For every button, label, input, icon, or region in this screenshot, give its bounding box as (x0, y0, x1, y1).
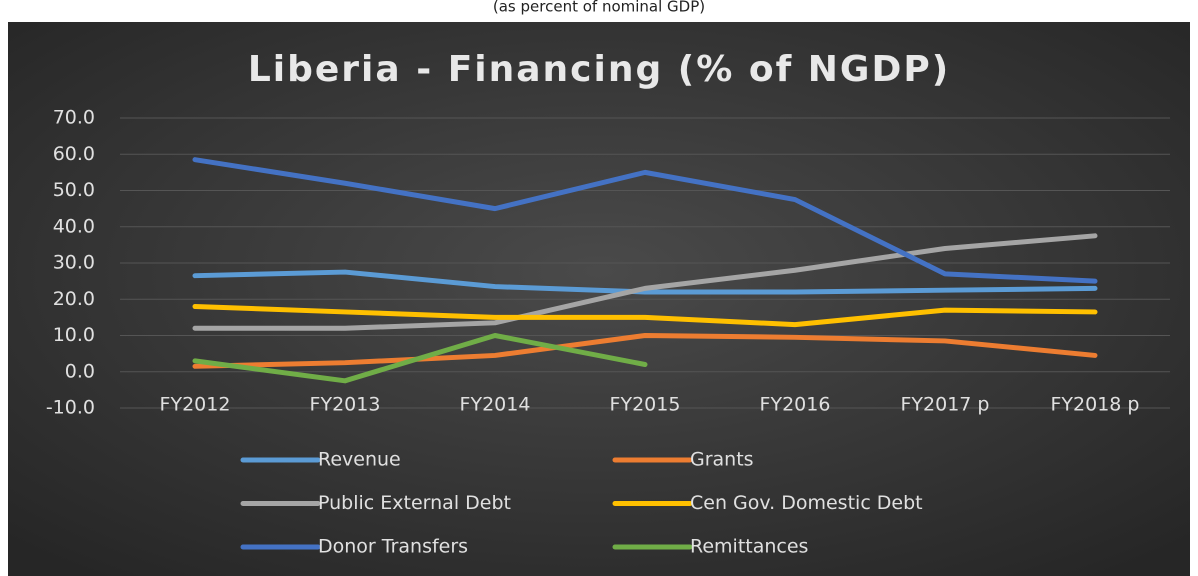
chart-subtitle: (as percent of nominal GDP) (493, 0, 705, 16)
y-tick-label: 20.0 (53, 288, 95, 310)
chart-title: Liberia - Financing (% of NGDP) (248, 49, 950, 90)
y-tick-label: 70.0 (53, 107, 95, 129)
x-tick-label: FY2018 p (1051, 394, 1140, 416)
series-line (192, 233, 1098, 331)
x-tick-label: FY2015 (610, 394, 681, 416)
y-tick-label: 60.0 (53, 143, 95, 165)
series-line (192, 333, 1098, 369)
series-line (192, 157, 1098, 284)
series-line (192, 304, 1098, 328)
y-tick-label: 40.0 (53, 215, 95, 237)
y-tick-label: 30.0 (53, 252, 95, 274)
legend-label: Donor Transfers (318, 536, 468, 558)
legend-label: Grants (690, 449, 754, 471)
series-line (192, 333, 648, 384)
x-tick-label: FY2013 (310, 394, 381, 416)
legend-label: Revenue (318, 449, 401, 471)
series-line (192, 269, 1098, 295)
x-tick-label: FY2014 (460, 394, 531, 416)
x-tick-label: FY2016 (760, 394, 831, 416)
legend-label: Public External Debt (318, 492, 511, 514)
legend-label: Remittances (690, 536, 808, 558)
y-tick-label: 0.0 (65, 360, 95, 382)
legend-label: Cen Gov. Domestic Debt (690, 492, 923, 514)
y-tick-label: -10.0 (46, 397, 95, 419)
x-tick-label: FY2012 (160, 394, 231, 416)
y-tick-label: 50.0 (53, 179, 95, 201)
y-tick-label: 10.0 (53, 324, 95, 346)
x-tick-label: FY2017 p (901, 394, 990, 416)
